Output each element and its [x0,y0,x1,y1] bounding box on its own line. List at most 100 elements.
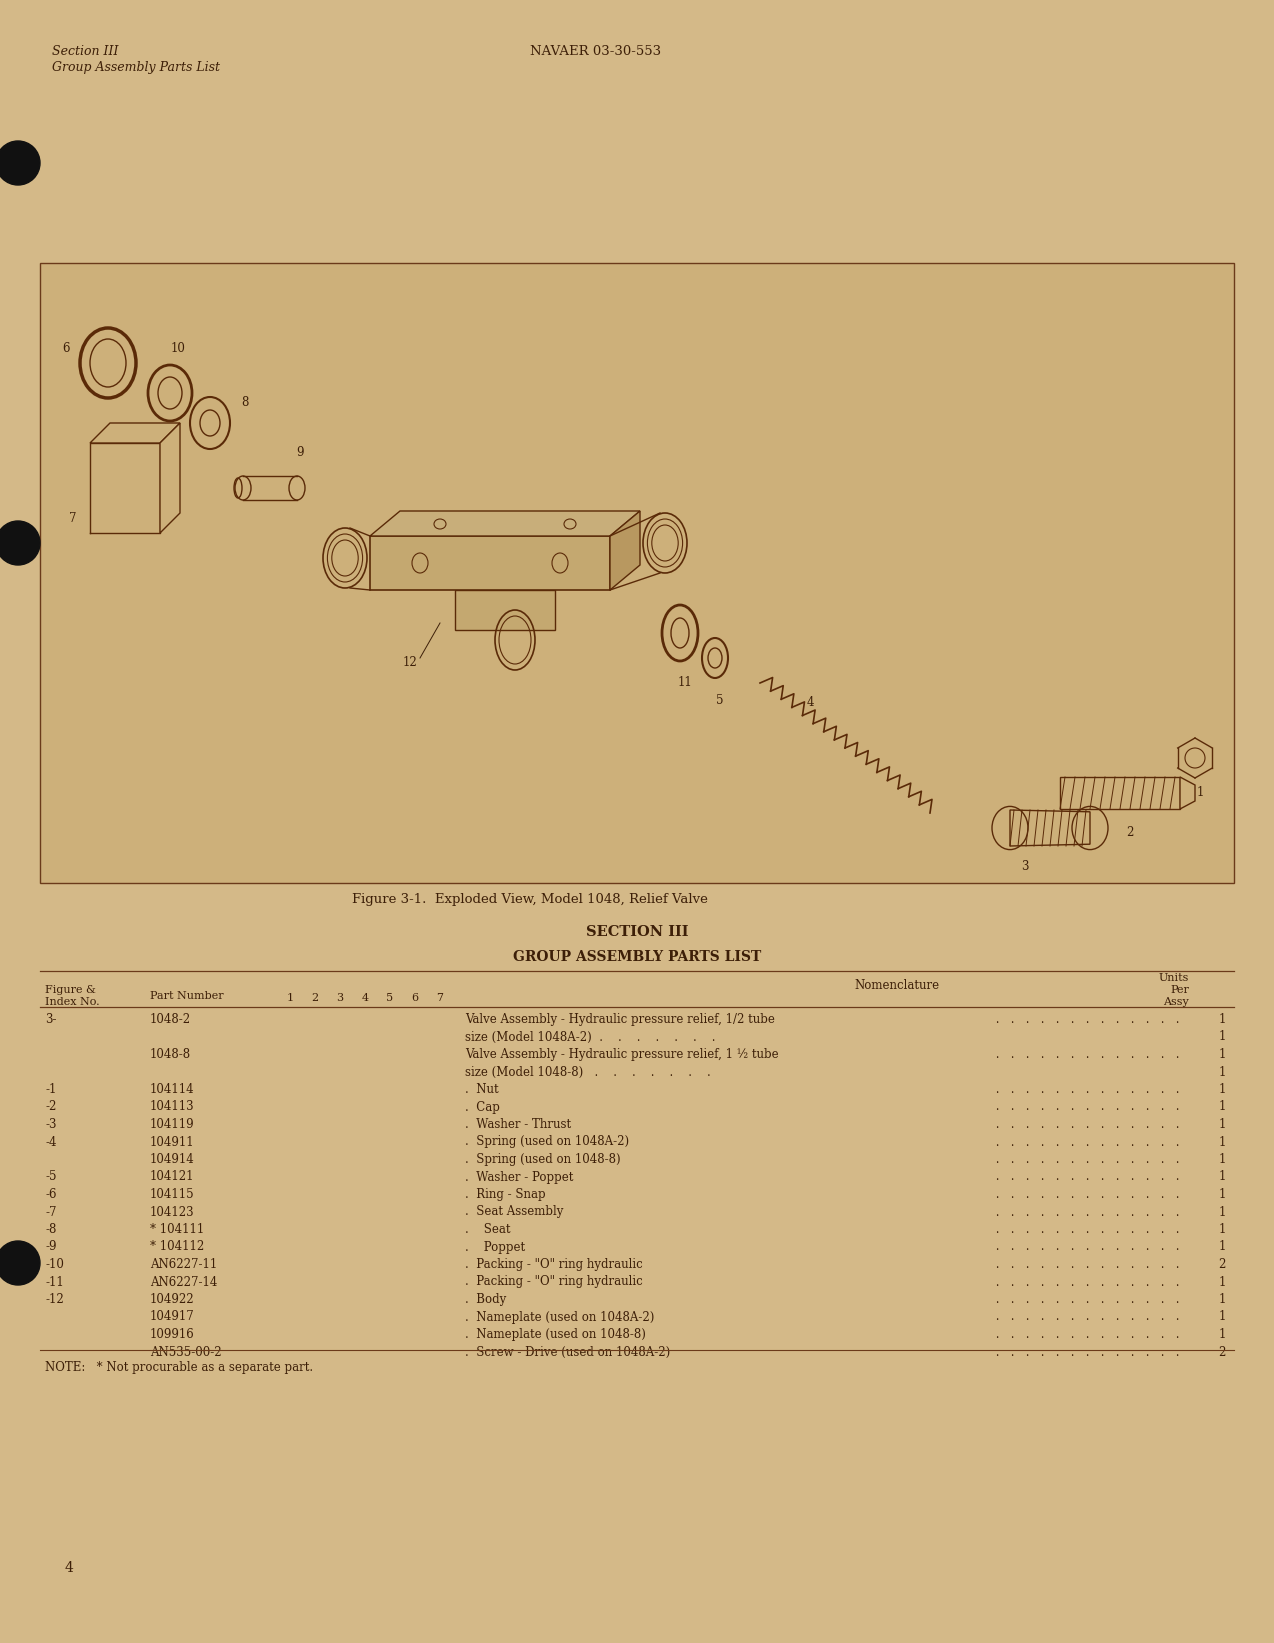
Text: 5: 5 [716,693,724,706]
Text: NOTE:   * Not procurable as a separate part.: NOTE: * Not procurable as a separate par… [45,1362,313,1375]
Text: 6: 6 [62,342,70,355]
Text: 104119: 104119 [150,1117,195,1130]
Text: 1: 1 [1218,1206,1226,1219]
Text: 5: 5 [386,992,394,1002]
Text: .   .   .   .   .   .   .   .   .   .   .   .   .: . . . . . . . . . . . . . [991,1311,1178,1324]
Text: 9: 9 [297,447,303,460]
Text: .  Packing - "O" ring hydraulic: . Packing - "O" ring hydraulic [465,1259,643,1272]
Text: .   .   .   .   .   .   .   .   .   .   .   .   .: . . . . . . . . . . . . . [991,1259,1178,1272]
Text: .  Cap: . Cap [465,1101,499,1114]
Text: GROUP ASSEMBLY PARTS LIST: GROUP ASSEMBLY PARTS LIST [513,950,761,964]
Text: 3-: 3- [45,1014,56,1025]
Polygon shape [1060,777,1180,808]
Text: .   .   .   .   .   .   .   .   .   .   .   .   .: . . . . . . . . . . . . . [991,1170,1178,1183]
Text: 104115: 104115 [150,1188,195,1201]
Text: 8: 8 [241,396,248,409]
Text: Assy: Assy [1163,997,1189,1007]
Text: -6: -6 [45,1188,56,1201]
Text: 1: 1 [1218,1117,1226,1130]
Text: .    Poppet: . Poppet [465,1240,525,1254]
Text: * 104111: * 104111 [150,1222,204,1236]
Text: Figure &: Figure & [45,986,96,996]
Text: .   .   .   .   .   .   .   .   .   .   .   .   .: . . . . . . . . . . . . . [991,1188,1178,1201]
Text: .   .   .   .   .   .   .   .   .   .   .   .   .: . . . . . . . . . . . . . [991,1135,1178,1148]
Text: -10: -10 [45,1259,64,1272]
Text: 2: 2 [1218,1346,1226,1359]
Text: .   .   .   .   .   .   .   .   .   .   .   .   .: . . . . . . . . . . . . . [991,1117,1178,1130]
Text: .    Seat: . Seat [465,1222,511,1236]
Polygon shape [161,422,180,532]
Text: NAVAER 03-30-553: NAVAER 03-30-553 [530,44,661,58]
Text: AN535-00-2: AN535-00-2 [150,1346,222,1359]
Text: .   .   .   .   .   .   .   .   .   .   .   .   .: . . . . . . . . . . . . . [991,1293,1178,1306]
Text: -12: -12 [45,1293,64,1306]
Text: 3: 3 [336,992,344,1002]
Text: 6: 6 [412,992,419,1002]
Text: .  Packing - "O" ring hydraulic: . Packing - "O" ring hydraulic [465,1275,643,1288]
Text: .   .   .   .   .   .   .   .   .   .   .   .   .: . . . . . . . . . . . . . [991,1346,1178,1359]
Text: .  Body: . Body [465,1293,506,1306]
Text: 3: 3 [1022,859,1028,872]
Text: 1: 1 [1218,1030,1226,1043]
Text: 11: 11 [678,677,692,690]
Polygon shape [455,590,555,629]
Text: Section III: Section III [52,44,118,58]
Polygon shape [90,422,180,444]
Bar [39,263,1235,882]
Text: Nomenclature: Nomenclature [855,979,939,992]
Text: .   .   .   .   .   .   .   .   .   .   .   .   .: . . . . . . . . . . . . . [991,1240,1178,1254]
Text: 1: 1 [1196,787,1204,800]
Text: -4: -4 [45,1135,56,1148]
Text: 1: 1 [1218,1170,1226,1183]
Text: 10: 10 [171,342,186,355]
Text: size (Model 1048-8)   .    .    .    .    .    .    .: size (Model 1048-8) . . . . . . . [465,1066,711,1078]
Text: 2: 2 [1218,1259,1226,1272]
Text: 1048-2: 1048-2 [150,1014,191,1025]
Text: .   .   .   .   .   .   .   .   .   .   .   .   .: . . . . . . . . . . . . . [991,1206,1178,1219]
Circle shape [0,1240,39,1285]
Text: size (Model 1048A-2)  .    .    .    .    .    .    .: size (Model 1048A-2) . . . . . . . [465,1030,716,1043]
Text: 1: 1 [1218,1135,1226,1148]
Text: Group Assembly Parts List: Group Assembly Parts List [52,61,220,74]
Text: 104914: 104914 [150,1153,195,1167]
Text: .  Washer - Thrust: . Washer - Thrust [465,1117,571,1130]
Text: .  Spring (used on 1048-8): . Spring (used on 1048-8) [465,1153,620,1167]
Text: .  Washer - Poppet: . Washer - Poppet [465,1170,573,1183]
Text: 12: 12 [403,657,418,669]
Text: 1: 1 [287,992,293,1002]
Text: 2: 2 [311,992,318,1002]
Text: 1: 1 [1218,1293,1226,1306]
Text: .  Spring (used on 1048A-2): . Spring (used on 1048A-2) [465,1135,629,1148]
Text: Per: Per [1170,986,1189,996]
Polygon shape [369,511,640,536]
Circle shape [0,521,39,565]
Text: 104114: 104114 [150,1083,195,1096]
Text: Valve Assembly - Hydraulic pressure relief, 1/2 tube: Valve Assembly - Hydraulic pressure reli… [465,1014,775,1025]
Text: -9: -9 [45,1240,56,1254]
Text: 1: 1 [1218,1014,1226,1025]
Polygon shape [1010,810,1091,846]
Text: 1: 1 [1218,1101,1226,1114]
Text: AN6227-14: AN6227-14 [150,1275,218,1288]
Text: 104922: 104922 [150,1293,195,1306]
Text: AN6227-11: AN6227-11 [150,1259,218,1272]
Text: 1: 1 [1218,1240,1226,1254]
Text: 1: 1 [1218,1066,1226,1078]
Text: -1: -1 [45,1083,56,1096]
Text: 7: 7 [69,511,76,524]
Text: 4: 4 [65,1561,74,1576]
Text: .  Nut: . Nut [465,1083,498,1096]
Text: .   .   .   .   .   .   .   .   .   .   .   .   .: . . . . . . . . . . . . . [991,1328,1178,1341]
Text: .   .   .   .   .   .   .   .   .   .   .   .   .: . . . . . . . . . . . . . [991,1014,1178,1025]
Text: 4: 4 [806,697,814,710]
Text: 2: 2 [1126,826,1134,840]
Text: Index No.: Index No. [45,997,99,1007]
Text: * 104112: * 104112 [150,1240,204,1254]
Text: 104123: 104123 [150,1206,195,1219]
Text: .  Seat Assembly: . Seat Assembly [465,1206,563,1219]
Text: -3: -3 [45,1117,56,1130]
Circle shape [0,141,39,186]
Text: 1: 1 [1218,1188,1226,1201]
Text: 104917: 104917 [150,1311,195,1324]
Text: .  Nameplate (used on 1048A-2): . Nameplate (used on 1048A-2) [465,1311,655,1324]
